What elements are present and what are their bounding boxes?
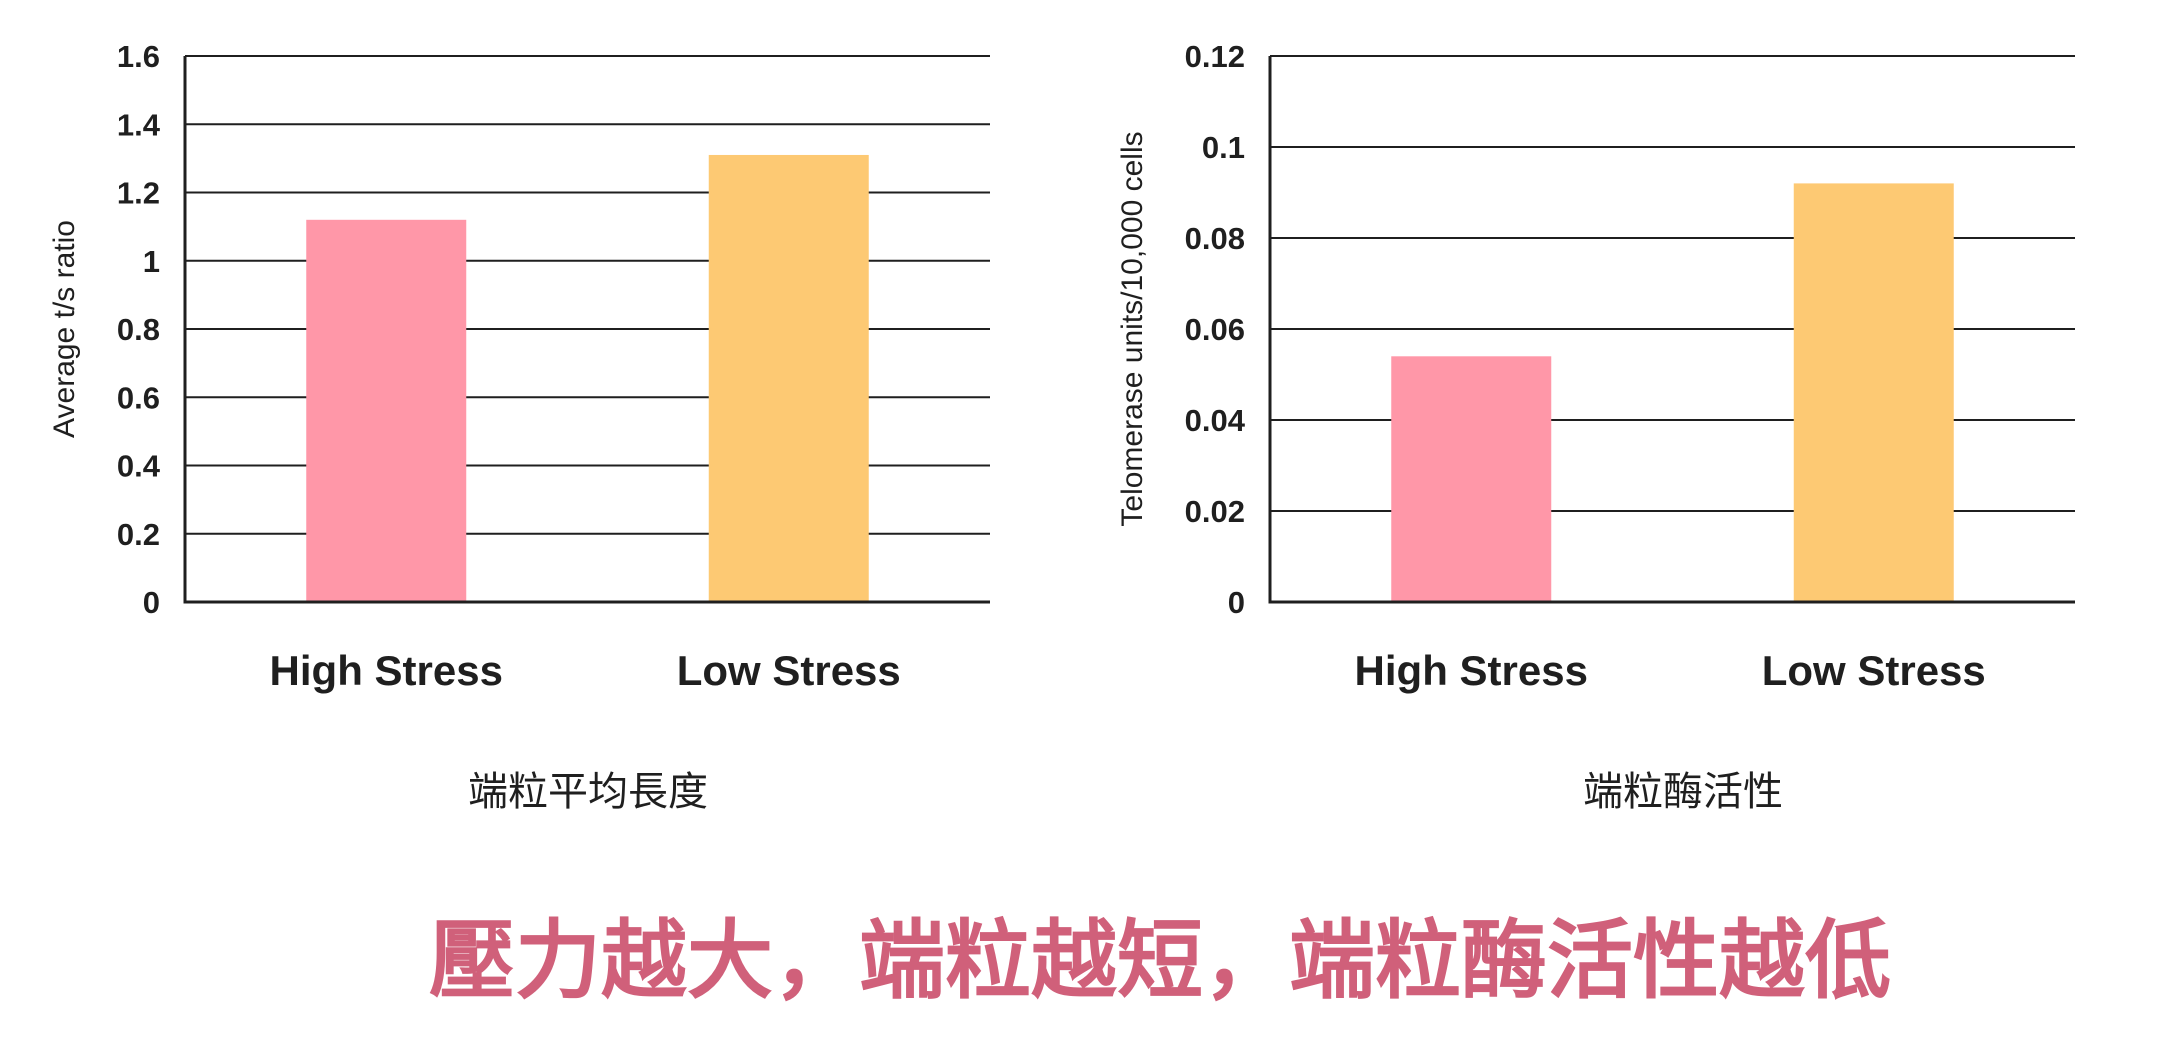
chart-telomere-length: 0 0.2 0.4 0.6 0.8 1 1.2 1.4 1.6 High Stress Low St…	[48, 39, 990, 815]
y-tick-label: 1.4	[117, 107, 161, 142]
headline-text: 壓力越大，端粒越短，端粒酶活性越低	[429, 911, 1891, 1011]
bar-low-stress	[708, 154, 869, 602]
y-tick-label: 0.4	[117, 449, 161, 484]
y-axis-title: Telomerase units/10,000 cells	[1116, 131, 1149, 526]
category-label: Low Stress	[677, 647, 901, 694]
y-tick-label: 0.6	[117, 380, 160, 415]
y-tick-label: 0.04	[1185, 403, 1246, 438]
category-label: High Stress	[270, 647, 503, 694]
y-tick-label: 0.8	[117, 312, 160, 347]
y-tick-label: 0	[143, 585, 160, 620]
y-tick-label: 1.2	[117, 176, 160, 211]
chart-caption: 端粒酶活性	[1583, 769, 1783, 815]
y-tick-label: 0.2	[117, 517, 160, 552]
bar-high-stress	[306, 219, 467, 603]
chart-telomerase-activity: 0 0.02 0.04 0.06 0.08 0.1 0.12 High Stress Low S…	[1116, 39, 2075, 815]
y-tick-label: 0.08	[1185, 221, 1245, 256]
category-label: High Stress	[1355, 647, 1588, 694]
y-tick-label: 0.06	[1185, 312, 1245, 347]
bar-high-stress	[1391, 356, 1552, 602]
category-label: Low Stress	[1762, 647, 1986, 694]
y-axis-title: Average t/s ratio	[48, 220, 81, 438]
y-tick-label: 1	[143, 244, 160, 279]
y-tick-label: 0.1	[1202, 130, 1245, 165]
chart-caption: 端粒平均長度	[468, 769, 708, 815]
y-tick-label: 0.02	[1185, 494, 1245, 529]
y-tick-label: 1.6	[117, 39, 160, 74]
y-tick-label: 0	[1228, 585, 1245, 620]
bar-low-stress	[1793, 183, 1954, 602]
y-tick-label: 0.12	[1185, 39, 1245, 74]
